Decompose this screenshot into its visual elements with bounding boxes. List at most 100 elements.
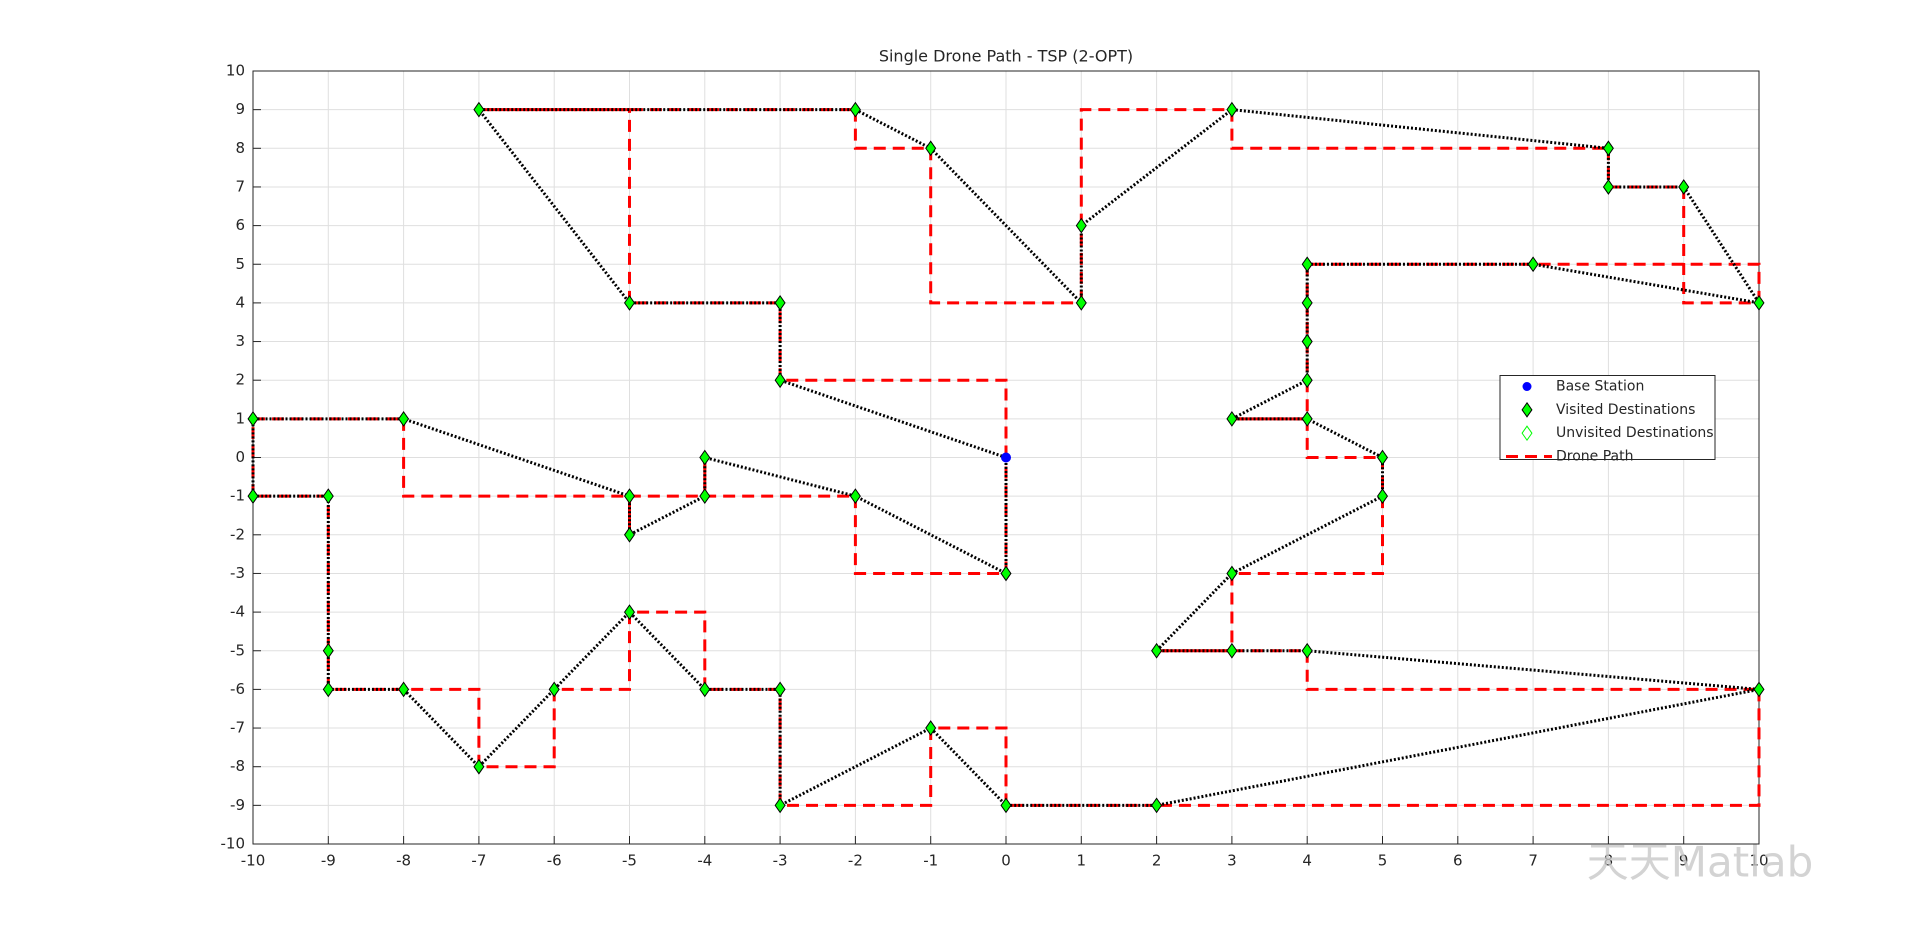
visited-point <box>623 295 636 311</box>
y-tick-label: 10 <box>226 62 245 80</box>
visited-point <box>1151 797 1163 814</box>
visited-point <box>1301 642 1313 659</box>
drone-path-leg <box>930 726 1008 806</box>
legend-box <box>1499 375 1716 460</box>
visited-point <box>1527 256 1539 273</box>
chart-title: Single Drone Path - TSP (2-OPT) <box>879 47 1133 66</box>
visited-point <box>1000 797 1012 814</box>
visited-point <box>1678 179 1690 195</box>
drone-path-leg <box>1156 689 1761 807</box>
visited-point <box>548 681 560 698</box>
x-tick-label: -5 <box>622 852 637 870</box>
x-tick-label: 7 <box>1528 852 1538 870</box>
x-tick-label: 4 <box>1302 852 1312 870</box>
visited-point <box>322 488 334 505</box>
visited-point <box>1226 642 1238 659</box>
visited-point <box>1000 565 1012 582</box>
drone-path-leg <box>780 728 933 807</box>
visited-point <box>1602 179 1614 195</box>
legend-symbol <box>1521 425 1533 442</box>
visited-point <box>247 410 259 427</box>
x-tick-label: -6 <box>547 852 562 870</box>
visited-point <box>623 488 636 505</box>
visited-point <box>1226 101 1238 118</box>
visited-point <box>1226 410 1238 427</box>
y-tick-label: -7 <box>230 719 245 737</box>
visited-point <box>1376 488 1389 505</box>
legend-label: Unvisited Destinations <box>1556 425 1714 441</box>
x-tick-label: 6 <box>1453 852 1463 870</box>
drone-path-leg <box>1305 418 1383 459</box>
x-tick-label: 10 <box>1749 852 1768 870</box>
y-tick-label: 7 <box>235 177 245 195</box>
legend-symbol <box>1521 401 1533 418</box>
y-tick-label: 8 <box>235 139 245 157</box>
y-tick-label: 4 <box>235 293 245 311</box>
visited-point <box>1301 333 1313 350</box>
y-tick-label: -5 <box>230 641 245 659</box>
visited-point <box>1075 295 1087 311</box>
y-tick-label: 0 <box>235 448 245 466</box>
visited-point <box>774 295 786 311</box>
visited-point <box>774 797 786 814</box>
x-tick-label: 0 <box>1001 852 1011 870</box>
visited-point <box>1753 681 1765 698</box>
drone-path-leg <box>1230 109 1609 150</box>
y-tick-label: -1 <box>230 487 245 505</box>
legend-symbol <box>1522 382 1532 391</box>
x-tick-label: -4 <box>697 852 712 870</box>
drone-path-leg <box>1231 496 1384 575</box>
y-tick-label: 1 <box>235 409 245 427</box>
y-tick-label: 3 <box>235 332 245 350</box>
drone-path-leg <box>1305 650 1759 691</box>
visited-point <box>398 681 410 698</box>
drone-path-leg <box>1533 262 1761 303</box>
drone-path-leg <box>1079 108 1232 226</box>
y-tick-label: 9 <box>235 100 245 118</box>
x-tick-label: -3 <box>773 852 788 870</box>
y-tick-label: 6 <box>235 216 245 234</box>
visited-point <box>623 526 636 543</box>
visited-point <box>774 681 786 698</box>
visited-point <box>247 488 259 505</box>
y-tick-label: -4 <box>230 603 245 621</box>
drone-path-leg <box>929 148 1082 305</box>
x-tick-label: -8 <box>396 852 411 870</box>
drone-path-leg <box>402 418 630 498</box>
drone-path-leg <box>853 109 931 150</box>
legend-label: Drone Path <box>1556 449 1634 465</box>
drone-path-leg <box>629 610 707 690</box>
y-tick-label: -10 <box>221 835 246 853</box>
visited-point <box>699 449 711 466</box>
x-tick-label: 3 <box>1227 852 1237 870</box>
visited-point <box>925 140 937 157</box>
visited-point <box>1301 295 1313 311</box>
y-tick-label: -8 <box>230 757 245 775</box>
visited-point <box>1226 565 1238 582</box>
visited-point <box>1301 256 1313 273</box>
visited-point <box>1151 642 1163 659</box>
visited-point <box>1301 410 1313 427</box>
y-tick-label: -2 <box>230 525 245 543</box>
visited-point <box>1602 140 1614 157</box>
x-tick-label: 9 <box>1679 852 1689 870</box>
legend-label: Base Station <box>1556 379 1644 395</box>
x-tick-label: -9 <box>321 852 336 870</box>
visited-point <box>849 101 861 118</box>
x-tick-label: -1 <box>923 852 938 870</box>
drone-path-leg <box>853 496 1006 575</box>
y-tick-label: 2 <box>235 371 245 389</box>
x-tick-label: -2 <box>848 852 863 870</box>
visited-point <box>774 372 786 389</box>
x-tick-label: 2 <box>1152 852 1162 870</box>
drone-path-leg <box>554 612 631 691</box>
drone-path-leg <box>1682 186 1759 305</box>
x-tick-label: 5 <box>1378 852 1388 870</box>
visited-point <box>623 604 636 620</box>
visited-point <box>1075 217 1087 234</box>
x-tick-label: 8 <box>1604 852 1614 870</box>
drone-path-leg <box>780 378 1008 458</box>
y-tick-label: -3 <box>230 564 245 582</box>
